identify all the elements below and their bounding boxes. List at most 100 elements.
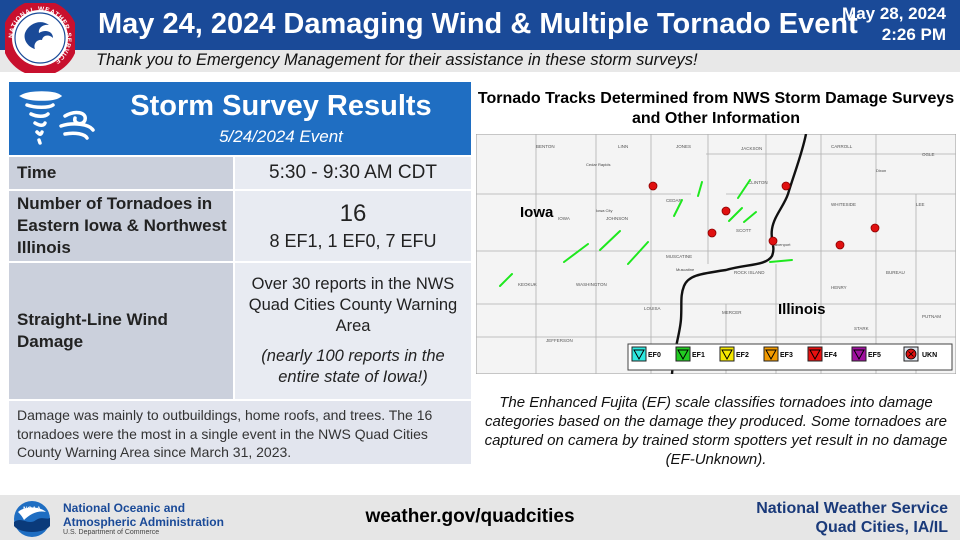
time-value: 5:30 - 9:30 AM CDT <box>235 157 471 189</box>
city-label: Dixon <box>876 168 886 173</box>
county-label: IOWA <box>558 216 570 221</box>
county-label: WASHINGTON <box>576 282 607 287</box>
time-label: Time <box>9 157 233 189</box>
tornado-track <box>499 273 513 287</box>
svg-text:EF2: EF2 <box>736 352 749 359</box>
wind-damage-reports: Over 30 reports in the NWS Quad Cities C… <box>248 275 458 335</box>
tornado-track <box>743 211 757 223</box>
tornado-count-breakdown: 8 EF1, 1 EF0, 7 EFU <box>269 231 437 251</box>
efu-marker <box>870 223 880 233</box>
county-label: CLINTON <box>748 180 768 185</box>
county-label: MERCER <box>722 310 742 315</box>
svg-text:NOAA: NOAA <box>23 507 41 513</box>
tornado-track <box>673 199 683 217</box>
commerce-dept-label: U.S. Department of Commerce <box>63 529 160 536</box>
svg-text:UKN: UKN <box>922 352 937 359</box>
wind-damage-iowa-reports: (nearly 100 reports in the entire state … <box>261 347 445 386</box>
county-label: BUREAU <box>886 270 905 275</box>
time-value-text: 5:30 - 9:30 AM CDT <box>269 162 437 183</box>
noaa-name-line1: National Oceanic and <box>63 501 186 515</box>
city-label: Davenport <box>772 242 791 247</box>
ef0-legend-item: EF0 <box>631 346 661 362</box>
ef1-legend-item: EF1 <box>675 346 705 362</box>
issue-time: 2:26 PM <box>881 25 946 44</box>
footer-bar <box>0 495 960 540</box>
tornado-tracks <box>499 179 793 287</box>
thank-you-text: Thank you to Emergency Management for th… <box>96 51 698 69</box>
tornado-count-value: 16 8 EF1, 1 EF0, 7 EFU <box>235 191 471 261</box>
county-label: LEE <box>916 202 925 207</box>
county-label: CARROLL <box>831 144 853 149</box>
damage-summary-note: Damage was mainly to outbuildings, home … <box>9 401 471 464</box>
tornado-track <box>728 207 743 222</box>
nws-logo-icon: NATIONAL WEATHER SERVICE <box>5 3 75 73</box>
tornado-track <box>769 259 793 263</box>
map-title: Tornado Tracks Determined from NWS Storm… <box>477 90 955 127</box>
mississippi-river-border <box>670 134 808 374</box>
thank-you-banner: Thank you to Emergency Management for th… <box>0 50 960 72</box>
county-label: HENRY <box>831 285 847 290</box>
wind-damage-label: Straight-Line Wind Damage <box>9 263 233 399</box>
issue-date: May 28, 2024 <box>842 4 946 23</box>
county-label: JONES <box>676 144 691 149</box>
wind-damage-value: Over 30 reports in the NWS Quad Cities C… <box>235 263 471 399</box>
efu-marker <box>721 206 731 216</box>
ef2-legend-item: EF2 <box>719 346 749 362</box>
ef3-legend-item: EF3 <box>763 346 793 362</box>
ukn-legend-item: UKN <box>903 346 937 362</box>
header-bar: May 24, 2024 Damaging Wind & Multiple To… <box>0 0 960 50</box>
county-boundaries <box>476 134 956 374</box>
state-label-illinois: Illinois <box>778 301 826 318</box>
website-url[interactable]: weather.gov/quadcities <box>365 506 575 527</box>
tornado-count-label: Number of Tornadoes in Eastern Iowa & No… <box>9 191 233 261</box>
nws-office-name: National Weather Service Quad Cities, IA… <box>756 499 948 537</box>
tornado-count-number: 16 <box>339 200 367 227</box>
svg-text:EF5: EF5 <box>868 352 881 359</box>
survey-results-title: Storm Survey Results <box>130 90 432 122</box>
efu-marker <box>707 228 717 238</box>
city-label: Iowa City <box>596 208 612 213</box>
county-label: OGLE <box>922 152 935 157</box>
county-label: SCOTT <box>736 228 752 233</box>
tornado-track-map: BENTON LINN JONES CARROLL OGLE JACKSON C… <box>476 134 956 374</box>
efu-markers <box>648 181 880 250</box>
efu-marker <box>781 181 791 191</box>
noaa-name-line2: Atmospheric Administration <box>63 515 224 529</box>
county-label: KEOKUK <box>518 282 537 287</box>
county-label: BENTON <box>536 144 555 149</box>
county-label: JOHNSON <box>606 216 628 221</box>
tornado-track <box>697 181 703 197</box>
svg-text:EF0: EF0 <box>648 352 661 359</box>
city-label: Muscatine <box>676 267 695 272</box>
noaa-logo-icon: NOAA <box>14 501 50 537</box>
efu-marker <box>768 236 778 246</box>
county-label: WHITESIDE <box>831 202 856 207</box>
ef-scale-description: The Enhanced Fujita (EF) scale classifie… <box>484 394 948 468</box>
noaa-name: National Oceanic and Atmospheric Adminis… <box>63 501 224 529</box>
survey-event-date: 5/24/2024 Event <box>219 127 343 146</box>
survey-results-header: Storm Survey Results 5/24/2024 Event <box>9 82 471 155</box>
issue-datetime: May 28, 2024 2:26 PM <box>842 3 946 45</box>
wind-damage-label-text: Straight-Line Wind Damage <box>17 310 168 351</box>
svg-text:EF4: EF4 <box>824 352 837 359</box>
ef4-legend-item: EF4 <box>807 346 837 362</box>
svg-text:EF3: EF3 <box>780 352 793 359</box>
tornado-count-label-text: Number of Tornadoes in Eastern Iowa & No… <box>17 194 227 257</box>
county-label: MUSCATINE <box>666 254 692 259</box>
county-label: STARK <box>854 326 869 331</box>
county-label: LINN <box>618 144 628 149</box>
ef-legend: EF0 EF1 EF2 EF3 EF4 EF5 <box>627 343 953 371</box>
tornado-track <box>627 241 649 265</box>
state-label-iowa: Iowa <box>520 204 554 221</box>
tornado-icon <box>19 91 95 145</box>
page-title: May 24, 2024 Damaging Wind & Multiple To… <box>98 8 858 40</box>
tornado-track <box>563 243 589 263</box>
tornado-track <box>737 179 751 199</box>
county-label: ROCK ISLAND <box>734 270 765 275</box>
nws-name-line1: National Weather Service <box>756 500 948 517</box>
ef5-legend-item: EF5 <box>851 346 881 362</box>
efu-marker <box>648 181 658 191</box>
county-label: PUTNAM <box>922 314 941 319</box>
county-label: JACKSON <box>741 146 762 151</box>
county-label: LOUISA <box>644 306 661 311</box>
